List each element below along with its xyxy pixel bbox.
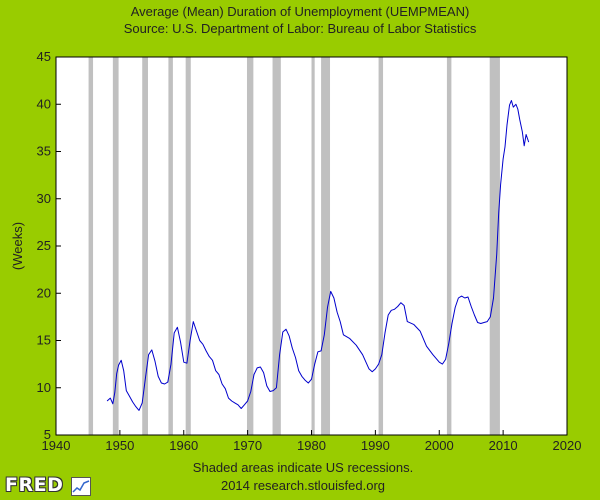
y-tick-label-1: 10: [37, 380, 51, 395]
x-tick-label-7: 2010: [489, 438, 518, 453]
chart-subtitle: Source: U.S. Department of Labor: Bureau…: [124, 21, 477, 36]
y-axis-label: (Weeks): [10, 222, 25, 270]
y-tick-label-8: 45: [37, 49, 51, 64]
recession-band-5: [246, 57, 254, 435]
recession-band-10: [446, 57, 452, 435]
x-tick-label-2: 1960: [169, 438, 198, 453]
chart-mini-icon: [71, 477, 91, 496]
recession-band-9: [378, 57, 384, 435]
x-tick-label-5: 1990: [361, 438, 390, 453]
series-layer: [106, 100, 530, 411]
x-tick-label-6: 2000: [425, 438, 454, 453]
y-axis: 5 10 15 20 25 30 35 40 45: [37, 49, 61, 442]
fred-logo-text: FRED: [5, 474, 64, 496]
x-tick-label-3: 1970: [233, 438, 262, 453]
fred-logo: FRED: [3, 474, 91, 497]
recession-band-11: [489, 57, 500, 435]
y-tick-label-2: 15: [37, 333, 51, 348]
recession-band-2: [142, 57, 148, 435]
y-tick-label-3: 20: [37, 285, 51, 300]
footer-recession-note: Shaded areas indicate US recessions.: [193, 460, 413, 475]
recession-band-7: [311, 57, 315, 435]
y-tick-label-0: 5: [44, 427, 51, 442]
y-tick-label-5: 30: [37, 191, 51, 206]
footer-source-url: 2014 research.stlouisfed.org: [221, 478, 385, 493]
recession-band-3: [168, 57, 173, 435]
series-line-0: [106, 100, 530, 411]
chart-title: Average (Mean) Duration of Unemployment …: [131, 4, 470, 19]
x-tick-label-1: 1950: [105, 438, 134, 453]
x-tick-label-8: 2020: [553, 438, 582, 453]
recession-bands: [88, 57, 500, 435]
recession-band-8: [321, 57, 331, 435]
y-tick-label-6: 35: [37, 144, 51, 159]
y-tick-label-4: 25: [37, 238, 51, 253]
y-tick-label-7: 40: [37, 96, 51, 111]
x-tick-label-4: 1980: [297, 438, 326, 453]
recession-band-1: [112, 57, 119, 435]
recession-band-6: [272, 57, 281, 435]
recession-band-0: [88, 57, 94, 435]
recession-band-4: [185, 57, 191, 435]
x-tick-label-0: 1940: [42, 438, 71, 453]
x-axis: 1940 1950 1960 1970 1980 1990 2000 2010 2020: [42, 430, 582, 453]
plot-frame: [55, 56, 568, 436]
